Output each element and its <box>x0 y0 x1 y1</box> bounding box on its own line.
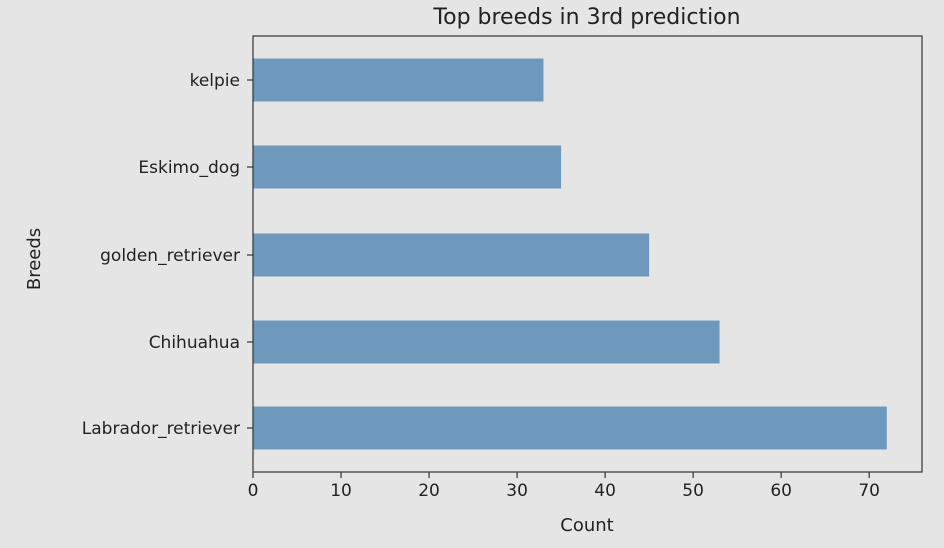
x-tick-label: 60 <box>770 481 792 501</box>
plot-frame <box>252 35 923 473</box>
x-tick-label: 70 <box>858 481 880 501</box>
x-tick-label: 50 <box>682 481 704 501</box>
x-ticks-layer: 0 10 20 30 40 50 60 70 <box>248 472 880 501</box>
x-tick-label: 0 <box>248 481 259 501</box>
bar <box>253 320 720 364</box>
y-tick-label: Labrador_retriever <box>82 419 240 439</box>
bar <box>253 233 650 277</box>
bars-layer <box>253 58 887 450</box>
chart-title: Top breeds in 3rd prediction <box>432 5 740 30</box>
y-tick-label: golden_retriever <box>100 246 240 266</box>
y-tick-label: Chihuahua <box>149 333 240 353</box>
x-tick-label: 30 <box>506 481 528 501</box>
y-axis-label: Breeds <box>24 228 45 290</box>
y-tick-label: Eskimo_dog <box>138 158 240 178</box>
bar <box>253 145 562 189</box>
x-tick-label: 20 <box>418 481 440 501</box>
y-ticks-layer: Labrador_retriever Chihuahua golden_retrie… <box>82 71 253 439</box>
x-tick-label: 10 <box>330 481 352 501</box>
x-axis-label: Count <box>560 515 613 536</box>
bar <box>253 406 887 450</box>
bar <box>253 58 544 102</box>
y-tick-label: kelpie <box>190 71 240 91</box>
x-tick-label: 40 <box>594 481 616 501</box>
